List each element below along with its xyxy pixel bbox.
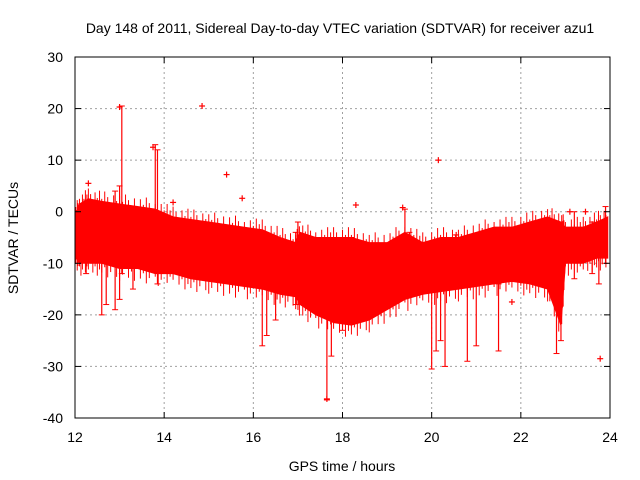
- outlier-point: [239, 195, 246, 202]
- x-tick-label: 20: [424, 429, 440, 445]
- y-tick-label: 30: [47, 49, 63, 65]
- y-tick-label: -10: [43, 255, 63, 271]
- outlier-point: [435, 157, 442, 164]
- outlier-point: [170, 199, 177, 206]
- outlier-point: [85, 180, 92, 187]
- y-tick-label: 10: [47, 152, 63, 168]
- x-tick-label: 14: [156, 429, 172, 445]
- outlier-point: [116, 104, 123, 111]
- outlier-point: [582, 208, 589, 215]
- outlier-point: [199, 102, 206, 109]
- outlier-point: [566, 208, 573, 215]
- outlier-point: [399, 204, 406, 211]
- y-tick-label: -20: [43, 307, 63, 323]
- y-tick-label: -40: [43, 410, 63, 426]
- outlier-point: [453, 231, 460, 238]
- outlier-point: [150, 144, 157, 151]
- outlier-point: [352, 202, 359, 209]
- x-tick-label: 16: [246, 429, 262, 445]
- y-tick-label: 0: [55, 204, 63, 220]
- data-series: [74, 102, 609, 402]
- sdtvar-error-bars: [74, 188, 607, 337]
- x-tick-label: 22: [513, 429, 529, 445]
- outlier-point: [508, 298, 515, 305]
- y-axis-label: SDTVAR / TECUs: [5, 182, 21, 294]
- x-tick-label: 18: [335, 429, 351, 445]
- x-tick-label: 12: [67, 429, 83, 445]
- y-tick-label: 20: [47, 101, 63, 117]
- x-axis-label: GPS time / hours: [289, 458, 396, 474]
- x-tick-label: 24: [602, 429, 618, 445]
- outlier-point: [223, 171, 230, 178]
- axis-ticks: 12 14 16 18 20 22 24 -40 -30 -20 -10 0 10 20 30: [43, 49, 618, 445]
- outlier-point: [597, 355, 604, 362]
- y-tick-label: -30: [43, 358, 63, 374]
- chart-title: Day 148 of 2011, Sidereal Day-to-day VTE…: [86, 20, 595, 36]
- outlier-point: [323, 395, 330, 402]
